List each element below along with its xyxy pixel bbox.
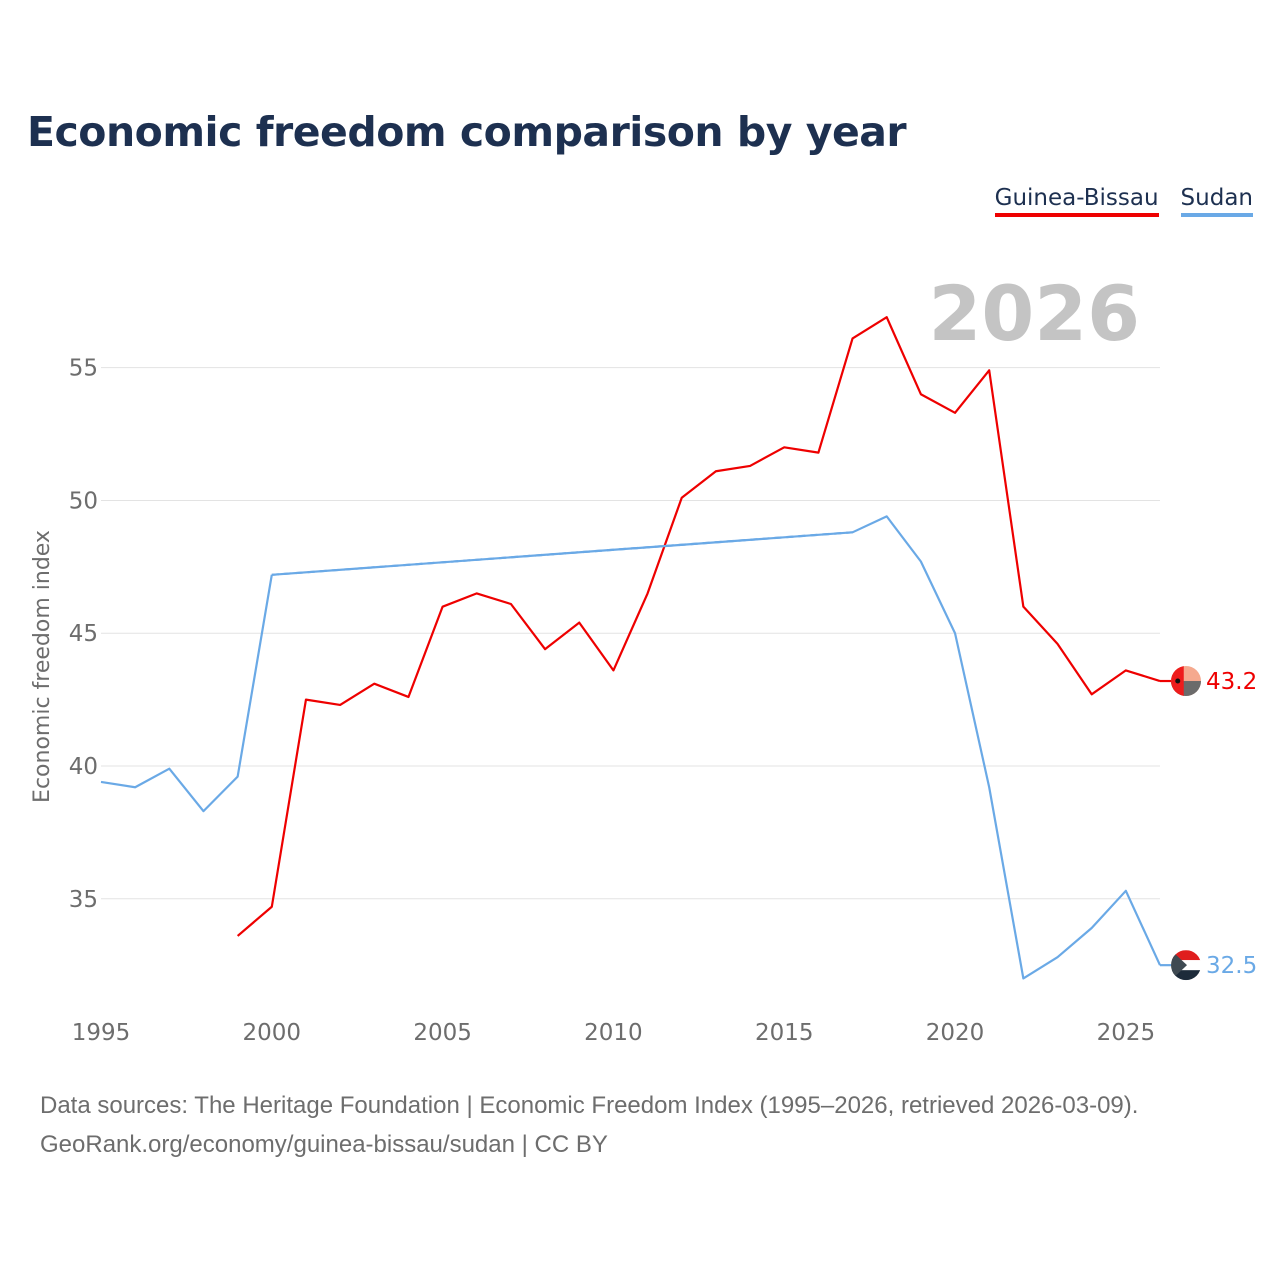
y-axis-label: Economic freedom index: [30, 530, 55, 803]
end-value-label: 43.2: [1206, 669, 1257, 695]
y-tick-label: 40: [69, 754, 98, 780]
guinea-bissau-flag-icon: [1171, 666, 1201, 697]
x-tick-label: 1995: [72, 1020, 131, 1046]
legend: Guinea-Bissau Sudan: [994, 185, 1253, 217]
series-line-guinea-bissau: [236, 316, 1161, 937]
sudan-flag-icon: [1171, 950, 1201, 981]
legend-item-guinea-bissau[interactable]: Guinea-Bissau: [994, 185, 1159, 217]
y-tick-label: 35: [69, 887, 98, 913]
footer: Data sources: The Heritage Foundation | …: [40, 1086, 1138, 1164]
attribution-text: GeoRank.org/economy/guinea-bissau/sudan …: [40, 1131, 608, 1158]
data-source-text: Data sources: The Heritage Foundation | …: [40, 1092, 1139, 1119]
y-tick-label: 50: [69, 488, 98, 514]
series-line-sudan: [271, 515, 1161, 980]
x-tick-label: 2005: [413, 1020, 472, 1046]
x-tick-label: 2015: [755, 1020, 814, 1046]
y-tick-label: 55: [69, 356, 98, 382]
x-tick-label: 2010: [584, 1020, 643, 1046]
legend-item-sudan[interactable]: Sudan: [1180, 185, 1253, 217]
x-tick-label: 2000: [243, 1020, 302, 1046]
series-line-sudan: [100, 574, 273, 813]
x-tick-label: 2020: [926, 1020, 985, 1046]
y-tick-label: 45: [69, 621, 98, 647]
end-value-label: 32.5: [1206, 953, 1257, 979]
line-chart: 2026 35 40 45 50 55 1995 2000 2005 2010 2015 2020 2…: [30, 269, 1257, 1046]
x-tick-label: 2025: [1097, 1020, 1156, 1046]
chart-title: Economic freedom comparison by year: [27, 108, 907, 156]
year-watermark: 2026: [928, 269, 1140, 358]
